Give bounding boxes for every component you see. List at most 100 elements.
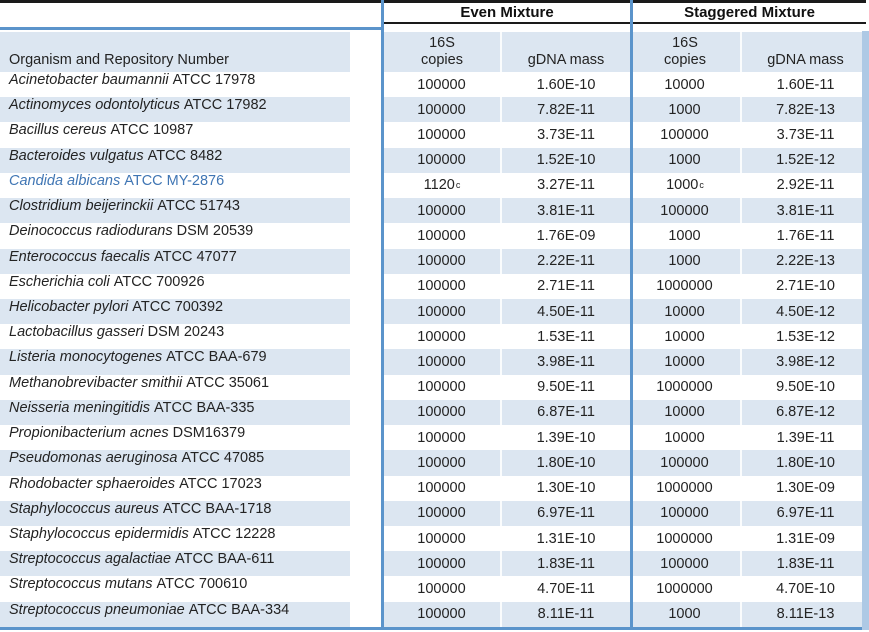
spacer-cell bbox=[350, 601, 384, 627]
staggered-copies-number: 1000 bbox=[668, 606, 701, 623]
organism-cell: Neisseria meningitidis ATCC BAA-335 bbox=[0, 400, 350, 425]
even-gdna-mass-value: 3.73E-11 bbox=[500, 122, 630, 148]
even-gdna-mass-value: 1.30E-10 bbox=[500, 475, 630, 501]
organism-cell: Staphylococcus epidermidis ATCC 12228 bbox=[0, 526, 350, 551]
even-gdna-mass-value: 1.52E-10 bbox=[500, 147, 630, 173]
staggered-copies-number: 100000 bbox=[660, 555, 709, 572]
spacer-cell bbox=[350, 273, 384, 299]
staggered-16s-copies-value: 1000 bbox=[630, 602, 740, 627]
staggered-copies-number: 100000 bbox=[660, 202, 709, 219]
staggered-16s-copies-header: 16S copies bbox=[630, 32, 740, 72]
repository-number: ATCC 47077 bbox=[154, 248, 237, 265]
column-group-header-row: Even Mixture Staggered Mixture bbox=[0, 3, 869, 24]
spacer-cell bbox=[350, 248, 384, 274]
table-right-border bbox=[862, 31, 869, 630]
organism-cell: Listeria monocytogenes ATCC BAA-679 bbox=[0, 349, 350, 374]
staggered-16s-copies-value: 10000 bbox=[630, 349, 740, 374]
even-copies-number: 100000 bbox=[417, 505, 466, 522]
even-copies-number: 100000 bbox=[417, 530, 466, 547]
table-top-rule bbox=[0, 0, 866, 3]
staggered-copies-number: 100000 bbox=[660, 127, 709, 144]
staggered-copies-number: 1000000 bbox=[656, 580, 713, 597]
repository-number: ATCC BAA-611 bbox=[175, 551, 275, 568]
table-row: Actinomyces odontolyticus ATCC 17982 100… bbox=[0, 97, 869, 123]
organism-header-rule bbox=[0, 27, 381, 30]
spacer-cell bbox=[350, 399, 384, 426]
organism-name: Staphylococcus epidermidis bbox=[9, 525, 189, 542]
even-copies-number: 100000 bbox=[417, 227, 466, 244]
staggered-gdna-mass-value: 6.97E-11 bbox=[740, 500, 869, 526]
organism-name: Helicobacter pylori bbox=[9, 298, 129, 315]
even-gdna-mass-header: gDNA mass bbox=[500, 32, 630, 72]
gdna-mass-label: gDNA mass bbox=[527, 52, 605, 68]
table-row: Neisseria meningitidis ATCC BAA-335 1000… bbox=[0, 399, 869, 426]
table-row: Lactobacillus gasseri DSM 20243 100000 1… bbox=[0, 324, 869, 350]
staggered-gdna-mass-value: 1.76E-11 bbox=[740, 223, 869, 249]
even-copies-number: 100000 bbox=[417, 580, 466, 597]
repository-number: ATCC 17978 bbox=[172, 72, 256, 88]
spacer-cell bbox=[350, 576, 384, 602]
gdna-mass-label: gDNA mass bbox=[767, 52, 844, 68]
organism-name: Escherichia coli bbox=[9, 273, 110, 290]
staggered-gdna-mass-value: 8.11E-13 bbox=[740, 601, 869, 627]
even-16s-copies-value: 100000 bbox=[384, 97, 500, 122]
even-gdna-mass-value: 1.39E-10 bbox=[500, 425, 630, 451]
even-copies-number: 100000 bbox=[417, 152, 466, 169]
spacer-cell bbox=[350, 198, 384, 224]
table-row: Pseudomonas aeruginosa ATCC 47085 100000… bbox=[0, 450, 869, 476]
even-16s-copies-value: 100000 bbox=[384, 122, 500, 147]
repository-number: ATCC 700610 bbox=[156, 576, 248, 593]
organism-column-header: Organism and Repository Number bbox=[9, 52, 230, 68]
organism-cell: Acinetobacter baumannii ATCC 17978 bbox=[0, 72, 350, 97]
table-row: Bacillus cereus ATCC 10987 100000 3.73E-… bbox=[0, 122, 869, 148]
organism-name: Acinetobacter baumannii bbox=[9, 72, 169, 88]
staggered-gdna-mass-value: 1.83E-11 bbox=[740, 551, 869, 577]
staggered-16s-copies-value: 100000 bbox=[630, 198, 740, 223]
spacer-cell bbox=[350, 500, 384, 526]
repository-number: ATCC BAA-1718 bbox=[162, 500, 272, 517]
table-row: Streptococcus agalactiae ATCC BAA-611 10… bbox=[0, 551, 869, 577]
staggered-16s-copies-value: 100000 bbox=[630, 501, 740, 526]
staggered-gdna-mass-value: 7.82E-13 bbox=[740, 97, 869, 123]
spacer-cell bbox=[350, 147, 384, 173]
organism-cell: Methanobrevibacter smithii ATCC 35061 bbox=[0, 375, 350, 400]
organism-cell: Streptococcus agalactiae ATCC BAA-611 bbox=[0, 551, 350, 576]
even-copies-number: 100000 bbox=[417, 555, 466, 572]
even-gdna-mass-value: 1.53E-11 bbox=[500, 324, 630, 350]
organism-cell: Bacillus cereus ATCC 10987 bbox=[0, 122, 350, 147]
even-16s-copies-value: 100000 bbox=[384, 476, 500, 501]
organism-cell: Pseudomonas aeruginosa ATCC 47085 bbox=[0, 450, 350, 475]
organism-cell: Rhodobacter sphaeroides ATCC 17023 bbox=[0, 476, 350, 501]
staggered-16s-copies-value: 1000 bbox=[630, 223, 740, 248]
staggered-gdna-mass-value: 2.92E-11 bbox=[740, 172, 869, 199]
repository-number: ATCC 700392 bbox=[132, 298, 224, 315]
repository-number: DSM16379 bbox=[172, 425, 246, 442]
repository-number: DSM 20539 bbox=[176, 223, 254, 240]
repository-number: ATCC 47085 bbox=[181, 450, 265, 467]
even-gdna-mass-value: 1.83E-11 bbox=[500, 551, 630, 577]
staggered-16s-copies-value: 100000 bbox=[630, 551, 740, 576]
staggered-gdna-mass-value: 4.70E-10 bbox=[740, 576, 869, 602]
staggered-gdna-mass-value: 6.87E-12 bbox=[740, 399, 869, 426]
spacer-cell bbox=[350, 525, 384, 552]
even-16s-copies-value: 100000 bbox=[384, 249, 500, 274]
staggered-16s-copies-value: 10000 bbox=[630, 72, 740, 97]
staggered-copies-number: 1000 bbox=[668, 227, 701, 244]
table-row: Clostridium beijerinckii ATCC 51743 1000… bbox=[0, 198, 869, 224]
staggered-16s-copies-value: 1000000 bbox=[630, 526, 740, 551]
organism-cell: Escherichia coli ATCC 700926 bbox=[0, 274, 350, 299]
even-gdna-mass-value: 1.31E-10 bbox=[500, 525, 630, 552]
staggered-copies-number: 10000 bbox=[664, 76, 705, 93]
table-row: Enterococcus faecalis ATCC 47077 100000 … bbox=[0, 248, 869, 274]
even-gdna-mass-value: 6.97E-11 bbox=[500, 500, 630, 526]
repository-number: ATCC 17982 bbox=[183, 97, 267, 114]
staggered-16s-copies-value: 1000000 bbox=[630, 476, 740, 501]
even-16s-copies-value: 100000 bbox=[384, 349, 500, 374]
even-gdna-mass-value: 1.60E-10 bbox=[500, 72, 630, 98]
staggered-copies-number: 1000000 bbox=[656, 530, 713, 547]
staggered-gdna-mass-value: 3.73E-11 bbox=[740, 122, 869, 148]
repository-number: ATCC BAA-334 bbox=[188, 601, 290, 618]
staggered-gdna-mass-value: 3.98E-12 bbox=[740, 349, 869, 375]
organism-name: Deinococcus radiodurans bbox=[9, 223, 173, 240]
copies-label: copies bbox=[421, 52, 463, 68]
